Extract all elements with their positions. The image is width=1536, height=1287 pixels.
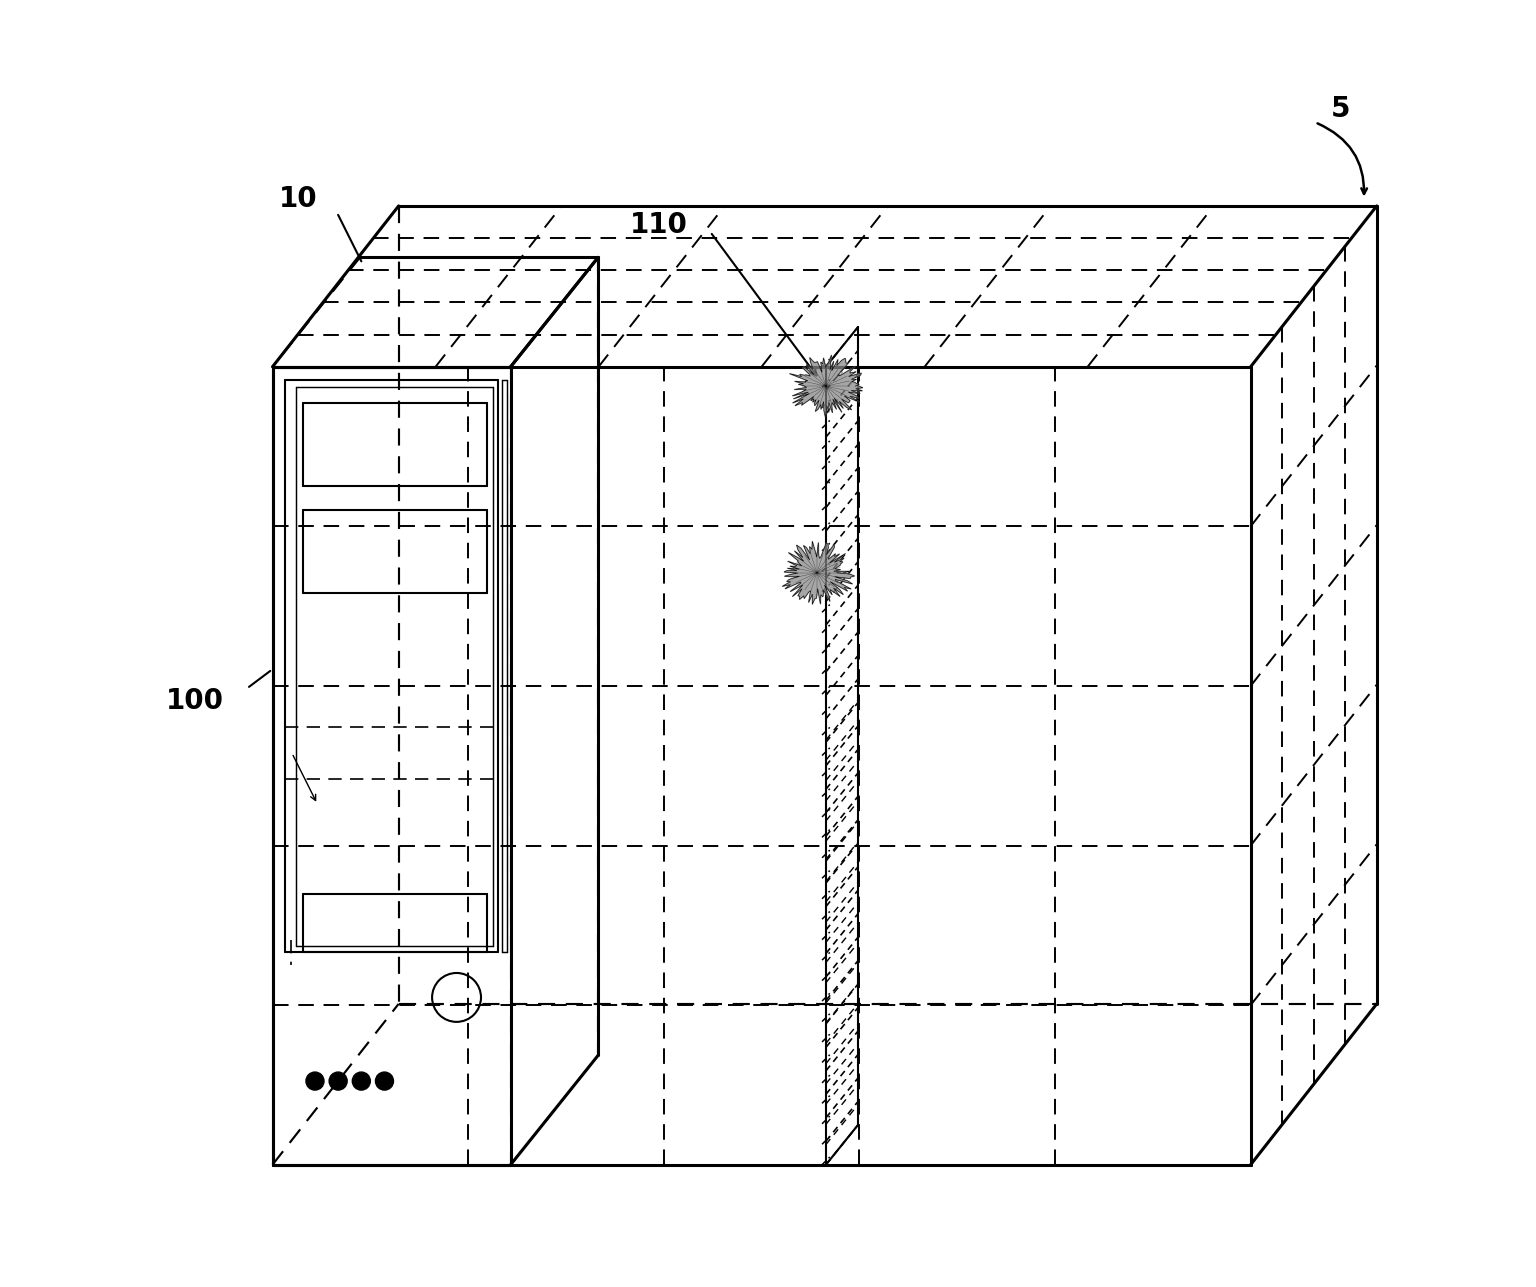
Circle shape — [375, 1072, 393, 1090]
Polygon shape — [782, 542, 854, 605]
Text: 110: 110 — [630, 211, 688, 239]
Circle shape — [306, 1072, 324, 1090]
Text: 10: 10 — [280, 185, 318, 214]
Polygon shape — [790, 355, 863, 417]
Circle shape — [329, 1072, 347, 1090]
Text: 5: 5 — [1332, 95, 1350, 124]
Text: 100: 100 — [166, 687, 224, 716]
Circle shape — [352, 1072, 370, 1090]
